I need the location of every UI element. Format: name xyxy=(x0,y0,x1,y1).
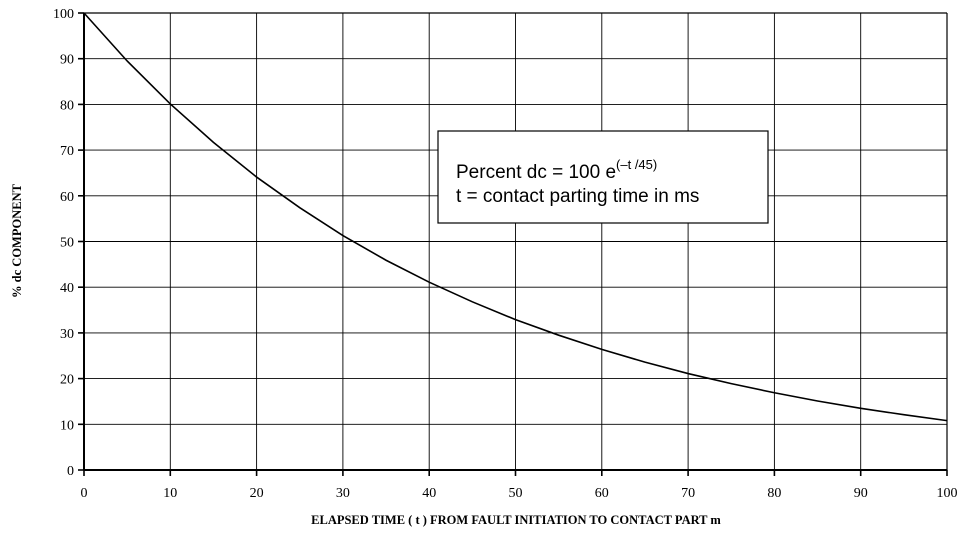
x-tick-label: 10 xyxy=(163,486,177,501)
grid xyxy=(84,13,947,470)
formula-text: Percent dc = 100 e xyxy=(456,162,616,183)
y-tick-label: 0 xyxy=(67,464,74,479)
y-tick-label: 40 xyxy=(60,281,74,296)
y-tick-label: 10 xyxy=(60,418,74,433)
x-tick-label: 40 xyxy=(422,486,436,501)
y-tick-label: 20 xyxy=(60,373,74,388)
formula-box xyxy=(437,130,769,224)
y-tick-label: 30 xyxy=(60,327,74,342)
formula-exponent: (–t /45) xyxy=(616,157,657,172)
y-tick-label: 70 xyxy=(60,144,74,159)
x-tick-label: 70 xyxy=(681,486,695,501)
x-axis-title: ELAPSED TIME ( t ) FROM FAULT INITIATION… xyxy=(311,513,721,527)
formula-line-2: t = contact parting time in ms xyxy=(456,186,699,207)
series-line xyxy=(83,12,948,422)
y-axis-title: % dc COMPONENT xyxy=(10,183,24,298)
x-tick-label: 80 xyxy=(767,486,781,501)
x-tick-label: 60 xyxy=(595,486,609,501)
y-tick-label: 50 xyxy=(60,236,74,251)
formula-annotation: Percent dc = 100 e(–t /45) t = contact p… xyxy=(437,130,769,224)
x-tick-label: 30 xyxy=(336,486,350,501)
axis-ticks xyxy=(78,12,948,476)
y-tick-label: 60 xyxy=(60,190,74,205)
x-tick-label: 90 xyxy=(854,486,868,501)
y-tick-label: 100 xyxy=(53,7,74,22)
x-tick-label: 0 xyxy=(81,486,88,501)
series xyxy=(83,12,948,422)
formula-line-1: Percent dc = 100 e(–t /45) xyxy=(456,157,657,183)
x-tick-label: 20 xyxy=(250,486,264,501)
y-tick-label: 90 xyxy=(60,53,74,68)
x-tick-labels: 0 10 20 30 40 50 60 70 80 90 100 xyxy=(81,486,958,501)
x-tick-label: 100 xyxy=(937,486,958,501)
y-tick-label: 80 xyxy=(60,98,74,113)
x-tick-label: 50 xyxy=(509,486,523,501)
y-tick-labels: 0 10 20 30 40 50 60 70 80 90 100 xyxy=(53,7,74,479)
